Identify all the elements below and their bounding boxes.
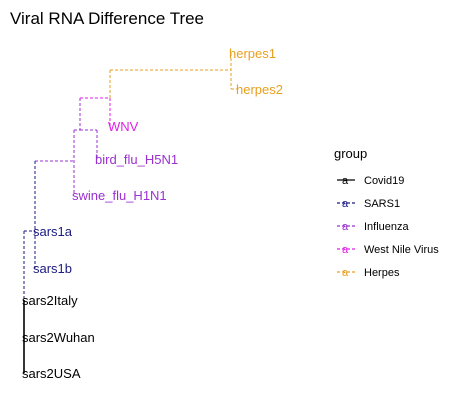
legend-key: a — [337, 244, 355, 256]
legend: group a Covid19 a SARS1 a Influenza a West Nile… — [334, 146, 439, 279]
legend-key: a — [337, 221, 355, 233]
tip-label: sars1b — [33, 261, 72, 276]
tip-label: sars1a — [33, 224, 73, 239]
chart-title: Viral RNA Difference Tree — [10, 9, 204, 28]
legend-label: SARS1 — [364, 198, 400, 210]
tip-label: swine_flu_H1N1 — [72, 188, 167, 203]
legend-key: a — [337, 198, 355, 210]
legend-key-glyph: a — [342, 221, 349, 233]
tip-label: WNV — [108, 119, 139, 134]
tip-label: herpes1 — [229, 46, 276, 61]
tip-label: sars2USA — [22, 366, 81, 381]
tip-label: sars2Wuhan — [22, 330, 95, 345]
legend-key-glyph: a — [342, 267, 349, 279]
legend-title: group — [334, 146, 367, 161]
legend-label: Herpes — [364, 267, 400, 279]
legend-key: a — [337, 267, 355, 279]
legend-key: a — [337, 175, 355, 187]
tip-label: herpes2 — [236, 82, 283, 97]
legend-label: Influenza — [364, 221, 410, 233]
legend-key-glyph: a — [342, 198, 349, 210]
legend-label: Covid19 — [364, 175, 404, 187]
tip-label: bird_flu_H5N1 — [95, 152, 178, 167]
tree-branches — [23, 53, 238, 373]
tree-tips: herpes1 herpes2 WNV bird_flu_H5N1 swine_flu_… — [22, 46, 283, 381]
tip-label: sars2Italy — [22, 293, 78, 308]
legend-key-glyph: a — [342, 175, 349, 187]
legend-label: West Nile Virus — [364, 244, 439, 256]
legend-key-glyph: a — [342, 244, 349, 256]
